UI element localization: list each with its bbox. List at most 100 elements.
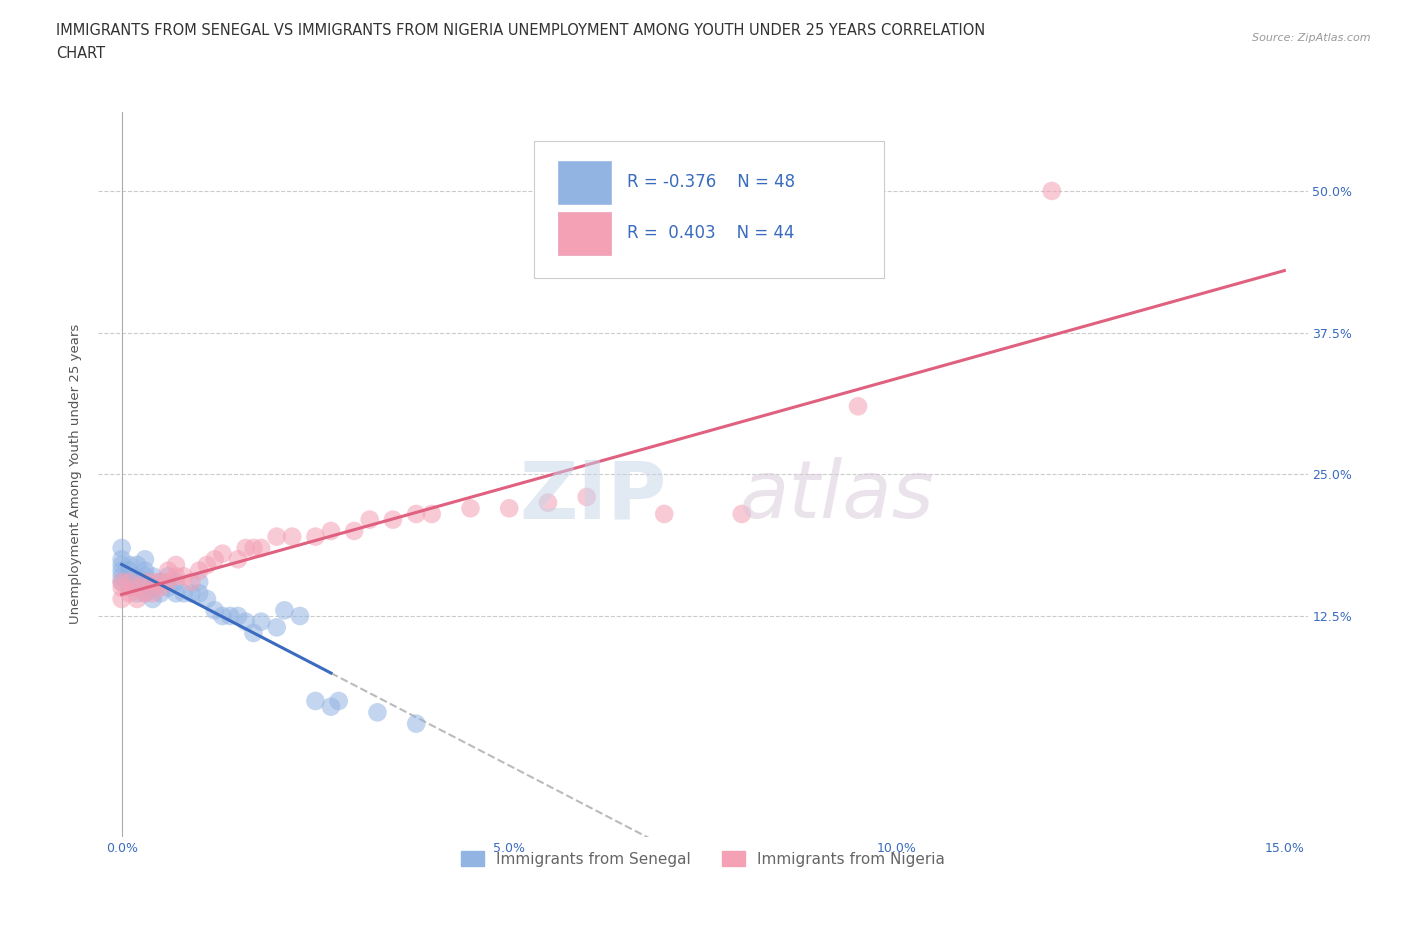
Point [204, 551, 226, 566]
Point [111, 540, 134, 555]
Point [118, 580, 141, 595]
Point [319, 524, 342, 538]
Point [180, 586, 202, 601]
Point [731, 507, 754, 522]
Point [188, 586, 211, 601]
Point [118, 575, 141, 590]
Point [381, 512, 404, 527]
Point [142, 569, 165, 584]
Point [359, 512, 381, 527]
Point [134, 586, 156, 601]
Point [165, 557, 187, 572]
Point [157, 564, 180, 578]
Point [149, 580, 172, 595]
Point [165, 569, 187, 584]
Point [460, 501, 482, 516]
Point [343, 524, 366, 538]
Point [235, 614, 257, 629]
Point [180, 575, 202, 590]
Point [328, 694, 350, 709]
Point [281, 529, 304, 544]
Point [652, 507, 675, 522]
Point [134, 575, 156, 590]
Point [846, 399, 869, 414]
Point [142, 586, 165, 601]
Point [127, 569, 149, 584]
Text: ZIP: ZIP [519, 457, 666, 535]
Point [250, 540, 273, 555]
Point [134, 564, 156, 578]
Point [111, 591, 134, 606]
Point [211, 608, 233, 623]
Point [118, 575, 141, 590]
Point [273, 603, 295, 618]
Point [142, 580, 165, 595]
FancyBboxPatch shape [558, 161, 612, 204]
Point [498, 501, 520, 516]
Point [405, 716, 427, 731]
Point [134, 586, 156, 601]
Point [319, 699, 342, 714]
Point [242, 626, 264, 641]
Point [204, 603, 226, 618]
Point [111, 551, 134, 566]
Point [134, 575, 156, 590]
Text: CHART: CHART [56, 46, 105, 61]
Point [165, 575, 187, 590]
Point [134, 569, 156, 584]
Text: Source: ZipAtlas.com: Source: ZipAtlas.com [1253, 33, 1371, 43]
Point [149, 586, 172, 601]
Point [111, 575, 134, 590]
Point [111, 557, 134, 572]
Point [211, 546, 233, 561]
Point [127, 591, 149, 606]
Point [173, 569, 195, 584]
Point [226, 551, 249, 566]
Point [118, 586, 141, 601]
Point [142, 591, 165, 606]
Point [157, 569, 180, 584]
Point [195, 591, 218, 606]
Point [149, 575, 172, 590]
Point [195, 557, 218, 572]
Point [127, 575, 149, 590]
FancyBboxPatch shape [558, 212, 612, 255]
Point [219, 608, 242, 623]
Point [188, 575, 211, 590]
Point [304, 529, 326, 544]
Point [118, 564, 141, 578]
Point [266, 620, 288, 635]
Point [1040, 183, 1063, 198]
Text: R = -0.376    N = 48: R = -0.376 N = 48 [627, 173, 794, 192]
Point [250, 614, 273, 629]
Point [420, 507, 443, 522]
Point [226, 608, 249, 623]
Point [127, 557, 149, 572]
Text: IMMIGRANTS FROM SENEGAL VS IMMIGRANTS FROM NIGERIA UNEMPLOYMENT AMONG YOUTH UNDE: IMMIGRANTS FROM SENEGAL VS IMMIGRANTS FR… [56, 23, 986, 38]
Point [188, 564, 211, 578]
Point [111, 564, 134, 578]
Point [111, 575, 134, 590]
Point [149, 575, 172, 590]
Point [304, 694, 326, 709]
Point [142, 575, 165, 590]
Point [242, 540, 264, 555]
Point [288, 608, 311, 623]
Point [366, 705, 388, 720]
Point [537, 495, 560, 510]
Point [111, 569, 134, 584]
Text: atlas: atlas [740, 457, 934, 535]
Y-axis label: Unemployment Among Youth under 25 years: Unemployment Among Youth under 25 years [69, 325, 83, 624]
Text: R =  0.403    N = 44: R = 0.403 N = 44 [627, 224, 794, 242]
Legend: Immigrants from Senegal, Immigrants from Nigeria: Immigrants from Senegal, Immigrants from… [456, 844, 950, 873]
Point [157, 575, 180, 590]
Point [266, 529, 288, 544]
Point [134, 551, 156, 566]
Point [157, 580, 180, 595]
Point [575, 489, 598, 504]
Point [173, 586, 195, 601]
Point [127, 586, 149, 601]
Point [118, 557, 141, 572]
Point [127, 580, 149, 595]
Point [235, 540, 257, 555]
